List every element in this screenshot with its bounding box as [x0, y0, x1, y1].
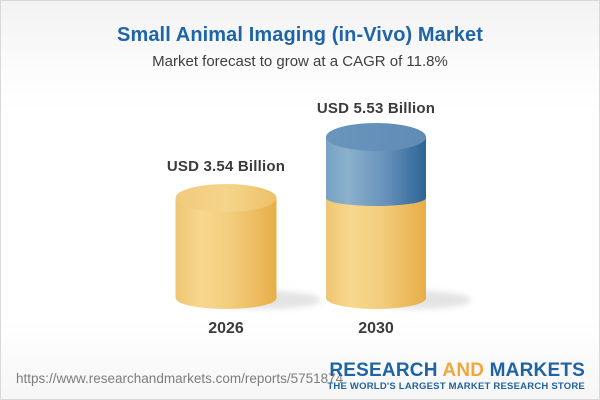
logo-tagline: THE WORLD'S LARGEST MARKET RESEARCH STOR…	[327, 381, 585, 392]
bar-2030-base-segment	[326, 198, 426, 309]
category-label-2030: 2030	[358, 320, 394, 337]
logo-word-markets: MARKETS	[489, 360, 585, 381]
logo-wordmark: RESEARCH AND MARKETS	[327, 361, 585, 381]
bar-2030-cylinder	[326, 123, 426, 309]
value-label-2026: USD 3.54 Billion	[166, 158, 286, 175]
bar-2026-cylinder	[175, 184, 277, 309]
report-url-link[interactable]: https://www.researchandmarkets.com/repor…	[16, 371, 344, 386]
page-subtitle: Market forecast to grow at a CAGR of 11.…	[152, 53, 448, 70]
value-label-2030: USD 5.53 Billion	[316, 100, 436, 117]
bar-2030-growth-segment	[326, 137, 426, 206]
category-label-2026: 2026	[208, 320, 244, 337]
logo-word-research: RESEARCH	[329, 360, 438, 381]
page-title: Small Animal Imaging (in-Vivo) Market	[117, 24, 483, 46]
logo-word-and: AND	[442, 360, 485, 381]
research-and-markets-logo: RESEARCH AND MARKETS THE WORLD'S LARGEST…	[327, 361, 585, 393]
